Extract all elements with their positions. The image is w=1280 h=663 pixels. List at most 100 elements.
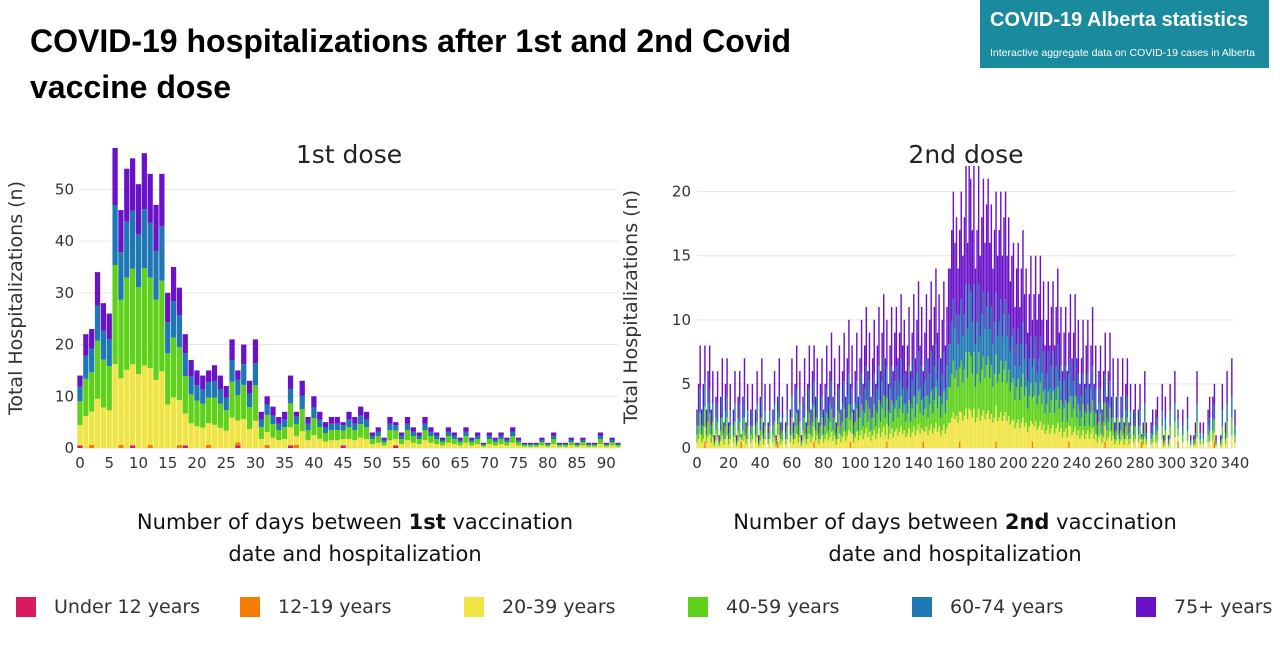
bar-segment	[1039, 382, 1042, 422]
bar-segment	[89, 411, 95, 445]
bar-segment	[977, 166, 980, 285]
bar-segment	[451, 439, 457, 445]
bar-segment	[821, 358, 823, 396]
bar-segment	[311, 396, 317, 408]
bar-segment	[814, 430, 817, 441]
bar-segment	[797, 442, 799, 448]
bar-segment	[818, 439, 820, 445]
bar-segment	[981, 217, 983, 315]
bar-segment	[757, 435, 760, 441]
bar-segment	[1104, 374, 1106, 403]
bar-segment	[1224, 433, 1227, 440]
bar-segment	[241, 364, 247, 385]
bar-segment	[932, 388, 934, 414]
bar-segment	[317, 438, 323, 448]
bar-segment	[434, 435, 440, 439]
bar-segment	[751, 439, 754, 448]
legend-item[interactable]: 20-39 years	[464, 590, 616, 624]
bar-segment	[781, 418, 784, 431]
bar-segment	[597, 435, 604, 439]
legend-item[interactable]: 75+ years	[1136, 590, 1272, 624]
bar-segment	[176, 287, 183, 316]
bar-segment	[1074, 358, 1076, 396]
legend-item[interactable]: 40-59 years	[688, 590, 840, 624]
bar-segment	[293, 444, 300, 448]
bar-segment	[743, 417, 746, 436]
bar-segment	[696, 409, 698, 426]
bar-segment	[363, 419, 370, 427]
bar-segment	[697, 426, 700, 440]
bar-segment	[968, 284, 970, 353]
bar-segment	[720, 418, 722, 431]
bar-segment	[705, 425, 708, 435]
bar-segment	[992, 386, 994, 423]
bar-segment	[898, 431, 901, 448]
bar-segment	[129, 210, 136, 269]
bar-segment	[1090, 413, 1092, 434]
legend-item[interactable]: 60-74 years	[912, 590, 1064, 624]
bar-segment	[153, 251, 159, 300]
bar-segment	[363, 427, 370, 439]
bar-segment	[821, 395, 823, 418]
caption-text: Number of days between	[136, 510, 409, 534]
bar-segment	[939, 417, 942, 436]
bar-segment	[845, 440, 847, 448]
bar-segment	[996, 255, 999, 337]
bar-segment	[759, 430, 762, 441]
bar-segment	[1189, 443, 1192, 447]
bar-segment	[1047, 351, 1049, 392]
bar-segment	[346, 427, 352, 439]
legend-item[interactable]: Under 12 years	[16, 590, 200, 624]
bar-segment	[949, 386, 951, 423]
bar-segment	[1085, 433, 1087, 448]
bar-segment	[805, 433, 807, 440]
bar-segment	[949, 422, 951, 448]
bar-segment	[1182, 425, 1184, 435]
bar-segment	[1167, 435, 1170, 441]
bar-segment	[859, 358, 861, 396]
bar-segment	[235, 442, 241, 446]
bar-segment	[1213, 441, 1216, 448]
bar-segment	[957, 422, 959, 448]
bar-segment	[293, 411, 300, 417]
bar-segment	[1104, 425, 1106, 442]
bar-segment	[993, 230, 996, 322]
bar-segment	[1087, 430, 1089, 448]
bar-segment	[246, 429, 253, 448]
bar-segment	[346, 419, 352, 427]
source-badge[interactable]: COVID-19 Alberta statistics Interactive …	[980, 0, 1269, 68]
bar-segment	[615, 446, 621, 448]
bar-segment	[833, 435, 836, 448]
bar-segment	[135, 374, 142, 448]
bar-segment	[1012, 329, 1015, 379]
x-tick-label: 60	[782, 454, 801, 470]
legend-item[interactable]: 12-19 years	[240, 590, 392, 624]
bar-segment	[826, 433, 828, 448]
bar-segment	[974, 268, 977, 344]
bar-segment	[1215, 443, 1217, 447]
bar-segment	[962, 336, 964, 383]
bar-segment	[1047, 424, 1049, 448]
bar-segment	[856, 431, 858, 448]
bar-segment	[742, 418, 744, 431]
bar-segment	[951, 321, 953, 374]
bar-segment	[556, 443, 563, 445]
bar-segment	[881, 431, 883, 448]
bar-segment	[799, 421, 801, 438]
bar-segment	[1074, 395, 1076, 427]
bar-segment	[985, 204, 988, 307]
bar-segment	[970, 178, 972, 292]
bar-segment	[147, 368, 153, 445]
bar-segment	[574, 442, 580, 444]
bar-segment	[469, 437, 475, 440]
bar-segment	[574, 443, 580, 445]
bar-segment	[1182, 434, 1184, 443]
bar-segment	[1186, 430, 1189, 441]
bar-segment	[974, 343, 977, 387]
bar-segment	[1128, 433, 1130, 440]
bar-segment	[1026, 332, 1029, 382]
bar-segment	[854, 371, 856, 404]
bar-segment	[916, 404, 918, 431]
bar-segment	[1115, 396, 1118, 419]
bar-segment	[981, 314, 983, 370]
